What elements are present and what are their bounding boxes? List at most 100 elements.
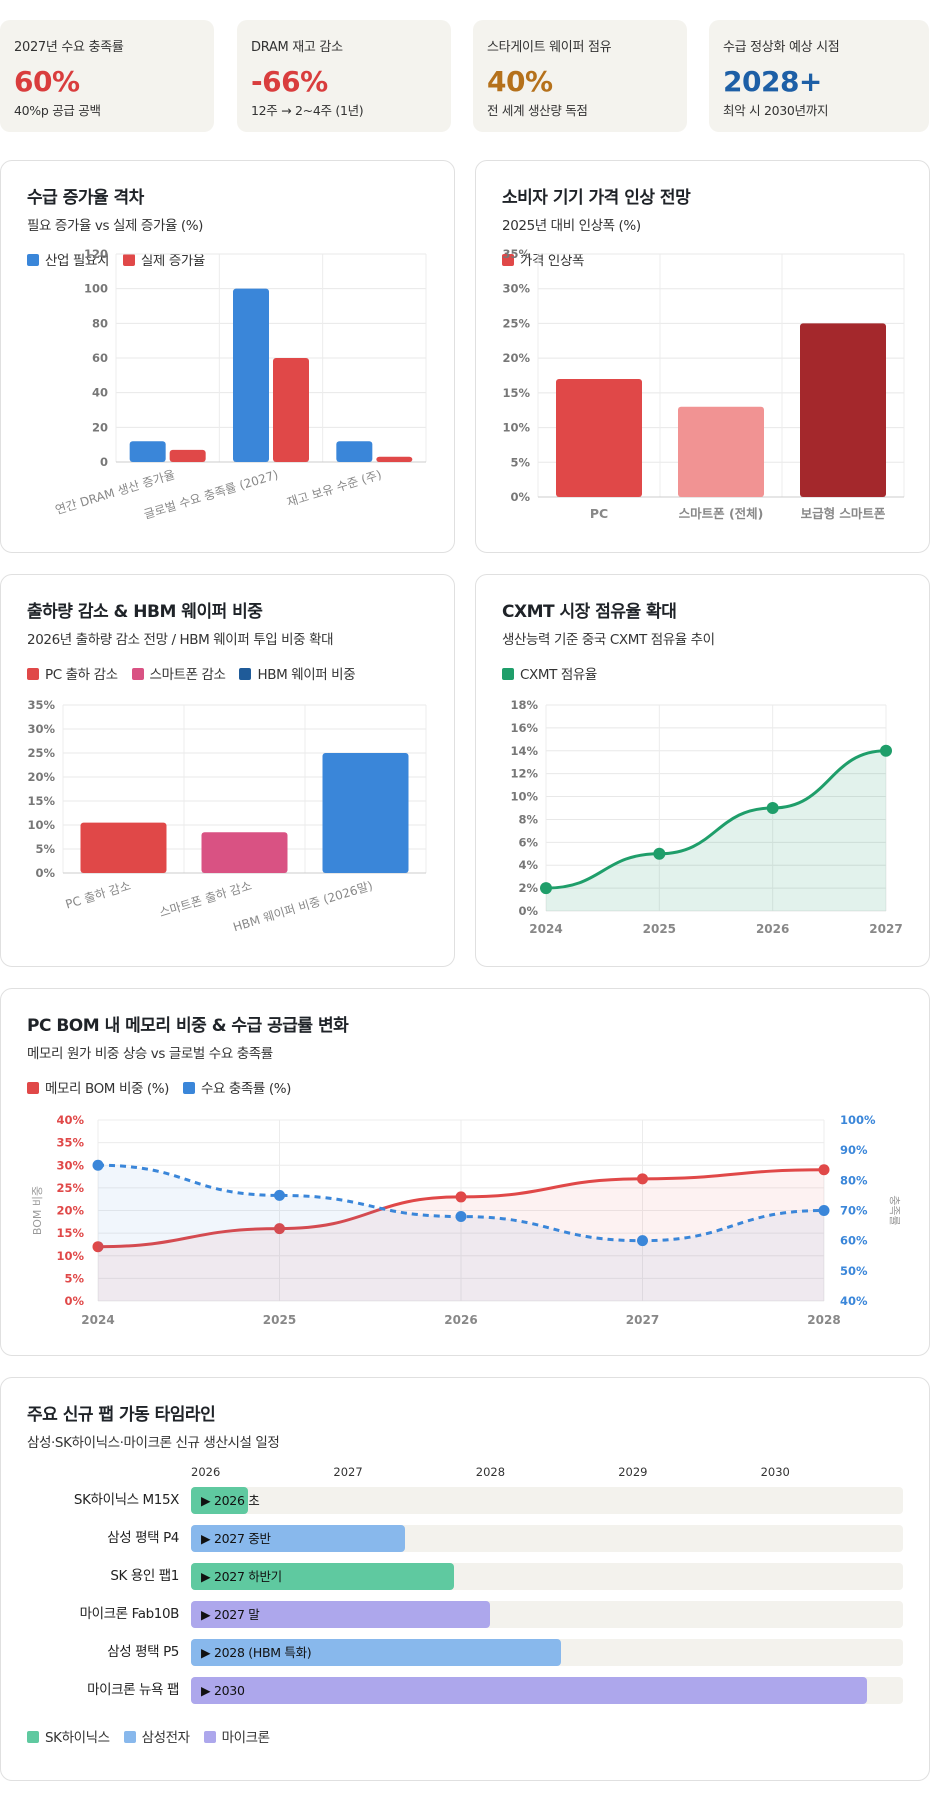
timeline-row-label: 삼성 평택 P5 bbox=[107, 1644, 179, 1660]
bar bbox=[201, 832, 288, 873]
chart-title: 출하량 감소 & HBM 웨이퍼 비중 bbox=[27, 602, 263, 622]
y-tick-label-right: 80% bbox=[840, 1173, 868, 1187]
chart-title: 수급 증가율 격차 bbox=[27, 188, 144, 208]
legend-item[interactable]: SK하이닉스 bbox=[27, 1726, 110, 1746]
legend-item[interactable]: 삼성전자 bbox=[123, 1726, 190, 1746]
legend-label: 마이크론 bbox=[221, 1730, 270, 1746]
kpi-value: 60% bbox=[14, 65, 80, 98]
y-tick-label: 8% bbox=[518, 812, 538, 826]
bar bbox=[336, 441, 373, 462]
y-tick-label-left: 35% bbox=[56, 1136, 84, 1150]
x-tick-label: HBM 웨이퍼 비중 (2026말) bbox=[231, 878, 374, 934]
legend-item[interactable]: 스마트폰 감소 bbox=[131, 663, 226, 683]
timeline-year-label: 2028 bbox=[475, 1465, 506, 1479]
y-tick-label: 16% bbox=[510, 721, 538, 735]
y-tick-label: 10% bbox=[502, 421, 530, 435]
y-tick-label-left: 40% bbox=[56, 1113, 84, 1127]
legend-item[interactable]: 가격 인상폭 bbox=[502, 249, 584, 269]
y-tick-label-right: 100% bbox=[840, 1113, 876, 1127]
chart-subtitle: 2026년 출하량 감소 전망 / HBM 웨이퍼 투입 비중 확대 bbox=[27, 632, 334, 648]
legend-item[interactable]: PC 출하 감소 bbox=[27, 663, 118, 683]
y-tick-label: 0% bbox=[35, 866, 55, 880]
y-tick-label-left: 25% bbox=[56, 1181, 84, 1195]
legend-item[interactable]: 마이크론 bbox=[203, 1726, 270, 1746]
timeline-bar[interactable]: ▶ 2027 중반 bbox=[191, 1525, 405, 1552]
legend-item[interactable]: HBM 웨이퍼 비중 bbox=[239, 663, 356, 683]
series-line bbox=[545, 749, 887, 890]
legend-label: 스마트폰 감소 bbox=[149, 667, 226, 683]
y-tick-label: 4% bbox=[518, 858, 538, 872]
timeline-bar[interactable]: ▶ 2026 초 bbox=[191, 1487, 260, 1514]
legend-label: 수요 충족률 (%) bbox=[200, 1081, 291, 1097]
timeline-bar[interactable]: ▶ 2027 말 bbox=[191, 1601, 491, 1628]
legend-label: 산업 필요치 bbox=[45, 253, 109, 269]
y-tick-label: 20% bbox=[502, 351, 530, 365]
data-point bbox=[92, 1159, 104, 1171]
bar bbox=[376, 456, 413, 462]
timeline-track: ▶ 2027 중반 bbox=[191, 1525, 903, 1552]
y-tick-label: 2% bbox=[518, 881, 538, 895]
bar bbox=[80, 822, 167, 873]
timeline-bar[interactable]: ▶ 2028 (HBM 특화) bbox=[191, 1639, 562, 1666]
y-tick-label: 10% bbox=[27, 818, 55, 832]
y-tick-label: 60 bbox=[92, 351, 108, 365]
legend-label: 메모리 BOM 비중 (%) bbox=[45, 1081, 170, 1097]
y-tick-label-left: 30% bbox=[56, 1158, 84, 1172]
timeline-row: 삼성 평택 P5 ▶ 2028 (HBM 특화) bbox=[1, 1639, 930, 1666]
kpi-sub: 12주 → 2~4주 (1년) bbox=[251, 103, 364, 118]
y-tick-label-right: 70% bbox=[840, 1204, 868, 1218]
price-bar-chart: 0% 5% 10% 15% 20% 25% 30% 35% PC 스마트폰 (전체) 보급형 스마트… bbox=[502, 247, 905, 521]
x-tick-label: 2026 bbox=[756, 922, 789, 936]
bom-line-chart: 0% 5% 10% 15% 20% 25% 30% 35% 40% 40% 50% 60% 70% 80%… bbox=[31, 1113, 901, 1327]
timeline-year-label: 2026 bbox=[191, 1465, 221, 1479]
timeline-bar[interactable]: ▶ 2027 하반기 bbox=[191, 1563, 455, 1590]
legend-label: SK하이닉스 bbox=[45, 1730, 110, 1746]
legend-item[interactable]: CXMT 점유율 bbox=[502, 663, 597, 683]
chart-subtitle: 2025년 대비 인상폭 (%) bbox=[502, 218, 641, 234]
legend-item[interactable]: 수요 충족률 (%) bbox=[182, 1077, 291, 1097]
kpi-value: -66% bbox=[251, 65, 328, 98]
data-point bbox=[274, 1223, 285, 1235]
y-tick-label-right: 40% bbox=[840, 1294, 868, 1308]
y-axis-title-left: BOM 비중 bbox=[31, 1186, 44, 1235]
y-tick-label-left: 0% bbox=[64, 1294, 84, 1308]
data-point bbox=[880, 744, 892, 757]
y-tick-label: 12% bbox=[510, 767, 538, 781]
chart-legend: 산업 필요치 실제 증가율 bbox=[27, 249, 215, 269]
data-point bbox=[92, 1241, 104, 1253]
data-point bbox=[766, 802, 779, 814]
legend-swatch bbox=[123, 1731, 136, 1743]
legend-label: 가격 인상폭 bbox=[520, 253, 584, 269]
chart-legend: 가격 인상폭 bbox=[502, 249, 594, 269]
bar bbox=[233, 288, 269, 462]
y-tick-label: 30% bbox=[502, 282, 530, 296]
y-tick-label-left: 5% bbox=[64, 1271, 84, 1285]
timeline-row: SK 용인 팹1 ▶ 2027 하반기 bbox=[1, 1563, 930, 1590]
timeline-bar[interactable]: ▶ 2030 bbox=[191, 1677, 868, 1704]
data-point bbox=[455, 1191, 467, 1203]
chart-title: 소비자 기기 가격 인상 전망 bbox=[502, 188, 691, 208]
data-point bbox=[455, 1211, 467, 1223]
x-tick-label: 2024 bbox=[81, 1313, 114, 1327]
chart-title: PC BOM 내 메모리 비중 & 수급 공급률 변화 bbox=[27, 1016, 349, 1036]
x-tick-label: 2027 bbox=[626, 1313, 659, 1327]
y-tick-label: 14% bbox=[510, 744, 538, 758]
y-tick-label: 80 bbox=[92, 316, 108, 330]
cxmt-chart-card: CXMT 시장 점유율 확대 생산능력 기준 중국 CXMT 점유율 추이 CX… bbox=[475, 574, 930, 967]
x-tick-label: 스마트폰 (전체) bbox=[679, 506, 764, 521]
y-tick-label: 25% bbox=[27, 746, 55, 760]
y-tick-label: 0% bbox=[510, 490, 530, 504]
y-tick-label: 30% bbox=[27, 722, 55, 736]
data-point bbox=[540, 882, 552, 895]
legend-item[interactable]: 산업 필요치 bbox=[27, 249, 109, 269]
legend-item[interactable]: 메모리 BOM 비중 (%) bbox=[27, 1077, 169, 1097]
shipment-bar-chart: 0% 5% 10% 15% 20% 25% 30% 35% PC 출하 감소 스마트폰 출하 감소… bbox=[27, 698, 427, 934]
timeline-row: 삼성 평택 P4 ▶ 2027 중반 bbox=[1, 1525, 930, 1552]
y-tick-label: 20% bbox=[27, 770, 55, 784]
y-tick-label: 120 bbox=[84, 247, 108, 261]
bar bbox=[678, 406, 764, 497]
y-tick-label: 10% bbox=[510, 790, 538, 804]
kpi-sub: 최악 시 2030년까지 bbox=[723, 103, 829, 118]
legend-item[interactable]: 실제 증가율 bbox=[122, 249, 205, 269]
